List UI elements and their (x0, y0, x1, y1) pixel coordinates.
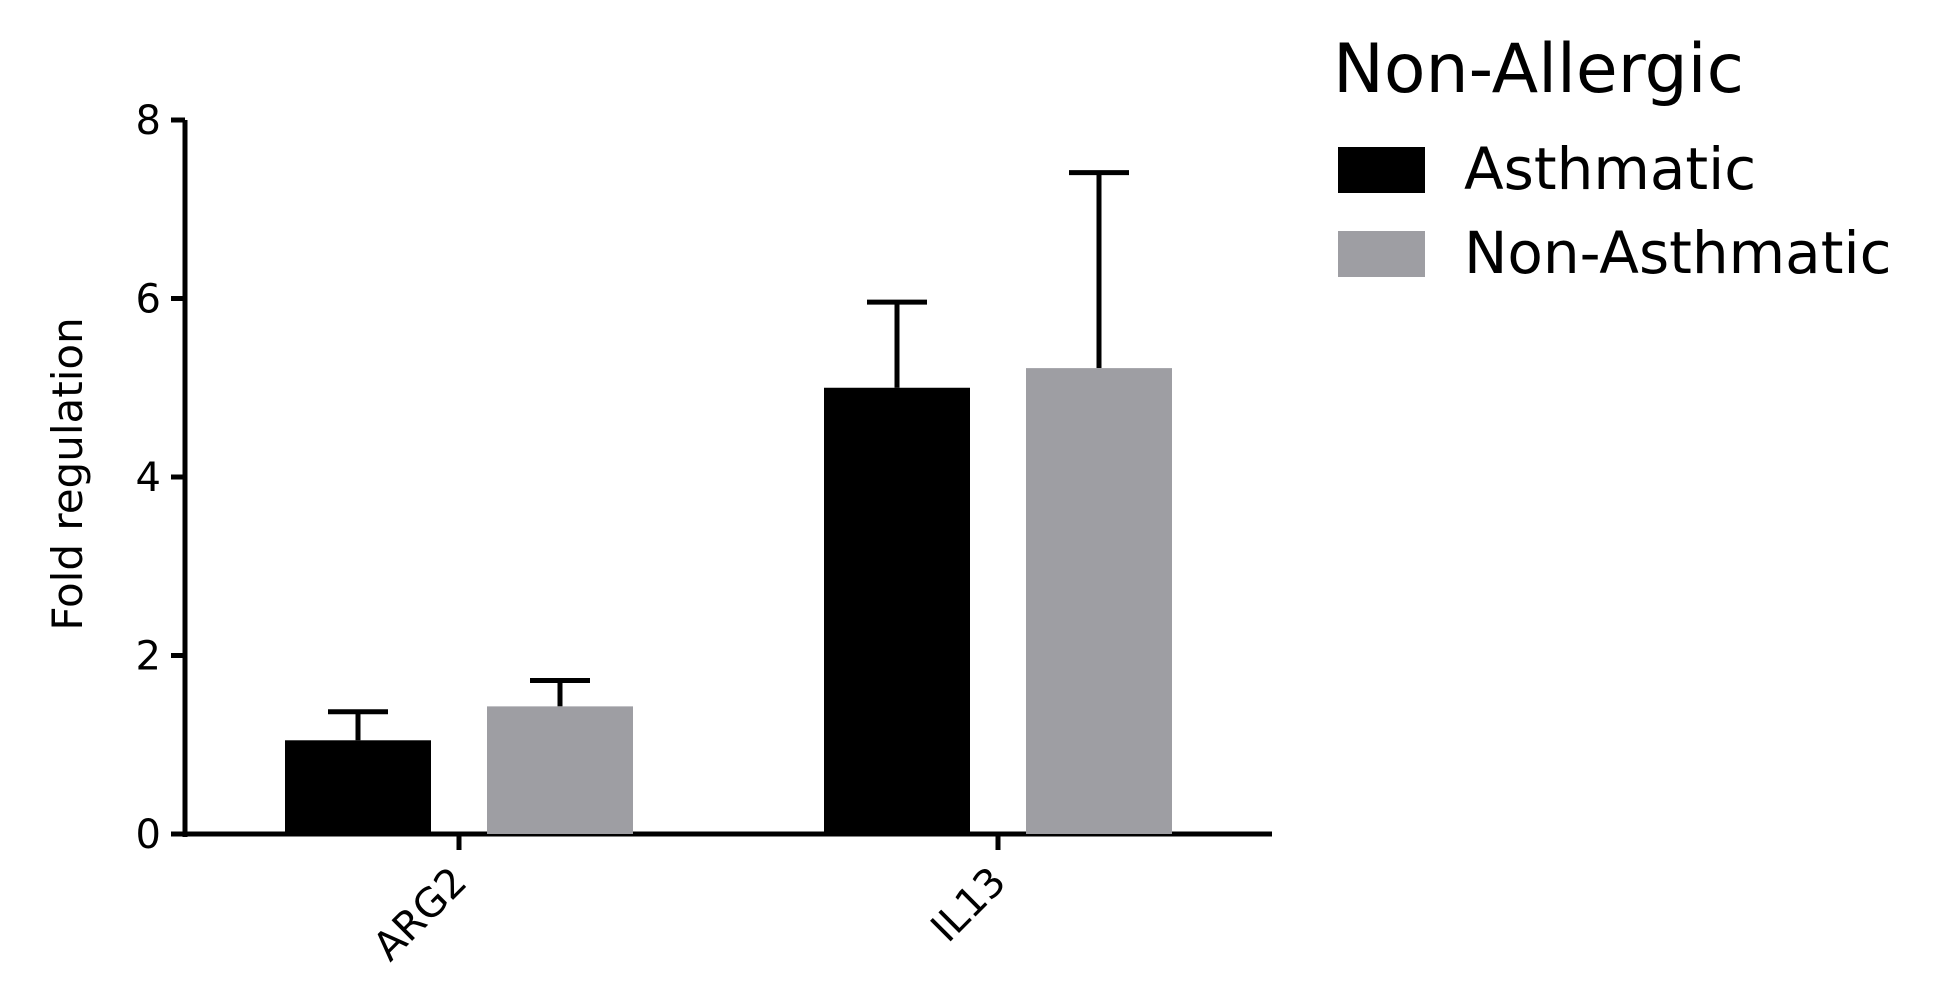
y-tick-label: 0 (136, 812, 161, 858)
legend-label: Non-Asthmatic (1464, 219, 1891, 287)
legend-swatch (1338, 147, 1425, 193)
bar (824, 387, 970, 834)
y-tick-label: 4 (136, 455, 161, 501)
bar (487, 706, 633, 834)
x-tick-label: IL13 (922, 859, 1015, 952)
y-tick-label: 6 (136, 277, 161, 323)
bar (285, 740, 431, 834)
y-tick-label: 8 (136, 98, 161, 144)
legend-title: Non-Allergic (1333, 30, 1744, 109)
legend-label: Asthmatic (1464, 135, 1756, 203)
bar (1026, 368, 1172, 834)
x-tick-label: ARG2 (365, 859, 476, 970)
y-tick-label: 2 (136, 634, 161, 680)
legend-swatch (1338, 231, 1425, 277)
y-axis-label: Fold regulation (43, 317, 92, 630)
